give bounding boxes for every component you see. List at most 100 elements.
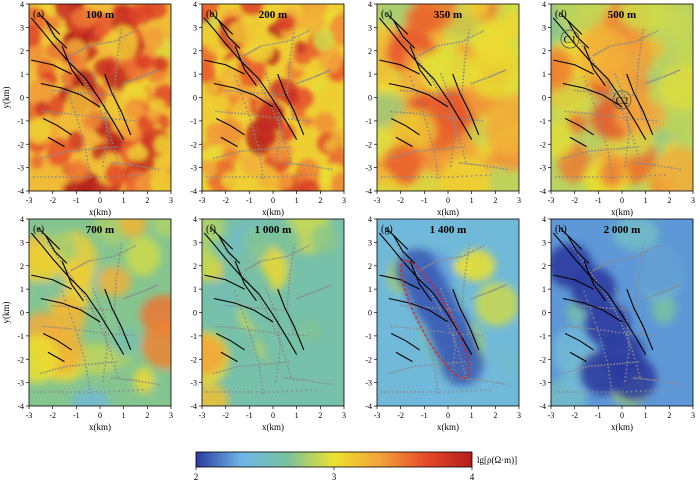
survey-point [261, 304, 264, 307]
x-tick-label: 3 [691, 411, 695, 420]
survey-point [435, 307, 438, 310]
survey-point [147, 288, 150, 291]
survey-point [261, 173, 264, 176]
survey-point [636, 286, 639, 289]
survey-point [583, 290, 586, 293]
survey-point [288, 61, 291, 64]
survey-point [119, 36, 122, 38]
survey-point [451, 176, 454, 178]
survey-point [468, 378, 471, 380]
survey-point [426, 364, 429, 367]
survey-point [466, 113, 469, 116]
survey-point [298, 378, 300, 381]
survey-point [323, 71, 326, 74]
survey-point [116, 54, 119, 57]
survey-point [278, 119, 280, 122]
survey-point [603, 149, 606, 151]
survey-point [446, 93, 449, 96]
y-tick-label: 0 [193, 309, 197, 318]
survey-point [619, 300, 622, 303]
survey-point [272, 91, 275, 94]
survey-point [59, 260, 62, 262]
survey-point [135, 379, 138, 382]
x-tick-label: -2 [222, 411, 229, 420]
survey-point [477, 32, 479, 35]
survey-point [413, 150, 416, 153]
survey-point [269, 362, 272, 365]
survey-point [393, 155, 396, 158]
survey-point [80, 91, 82, 94]
survey-point [623, 42, 626, 45]
resistivity-anomaly [152, 55, 169, 72]
anomaly-label: C1 [564, 34, 577, 46]
survey-point [58, 176, 61, 178]
survey-point [418, 54, 421, 57]
survey-point [609, 45, 612, 47]
survey-point [502, 383, 505, 385]
survey-point [122, 163, 125, 166]
survey-point [290, 50, 293, 53]
survey-point [262, 330, 264, 333]
survey-point [466, 110, 468, 113]
survey-point [277, 149, 279, 152]
survey-point [102, 161, 105, 164]
survey-point [260, 377, 262, 380]
survey-point [496, 166, 498, 169]
x-tick-label: 3 [169, 196, 173, 205]
survey-point [235, 391, 238, 393]
survey-point [236, 366, 238, 368]
survey-point [251, 176, 254, 178]
resistivity-anomaly [153, 219, 171, 237]
survey-point [461, 306, 464, 309]
survey-point [561, 372, 564, 375]
survey-point [454, 349, 456, 351]
survey-point [152, 70, 155, 73]
survey-point [230, 367, 233, 370]
panel-label: (g) [381, 224, 393, 235]
survey-point [477, 80, 479, 83]
survey-point [637, 61, 640, 64]
survey-point [235, 176, 238, 178]
survey-point [220, 391, 223, 393]
survey-point [649, 163, 652, 166]
survey-point [409, 290, 412, 293]
survey-point [627, 352, 630, 355]
survey-point [661, 291, 664, 294]
survey-point [445, 300, 448, 303]
survey-point [83, 47, 86, 50]
survey-point [91, 307, 94, 310]
survey-point [474, 81, 477, 83]
survey-point [118, 328, 121, 331]
survey-point [499, 382, 501, 385]
survey-point [306, 334, 309, 337]
survey-point [628, 134, 630, 136]
resistivity-anomaly [94, 58, 114, 78]
survey-point [447, 306, 450, 309]
survey-point [90, 44, 92, 47]
survey-point [288, 377, 291, 380]
resistivity-anomaly [148, 98, 166, 112]
survey-point [450, 362, 453, 365]
survey-point [306, 78, 309, 81]
survey-point [294, 36, 296, 39]
survey-point [653, 31, 656, 34]
survey-point [116, 160, 119, 163]
panel-label: (b) [206, 9, 218, 20]
survey-point [129, 119, 132, 122]
survey-point [467, 247, 470, 250]
resistivity-anomaly [134, 54, 154, 70]
survey-point [431, 92, 434, 94]
survey-point [466, 390, 468, 393]
survey-point [402, 326, 405, 329]
survey-point [230, 257, 233, 259]
survey-point [589, 93, 592, 96]
survey-point [77, 337, 80, 340]
survey-point [477, 295, 479, 298]
survey-point [592, 317, 595, 319]
survey-point [132, 379, 135, 382]
survey-point [254, 48, 257, 51]
survey-point [288, 39, 291, 42]
survey-point [76, 118, 79, 121]
survey-point [626, 149, 628, 152]
